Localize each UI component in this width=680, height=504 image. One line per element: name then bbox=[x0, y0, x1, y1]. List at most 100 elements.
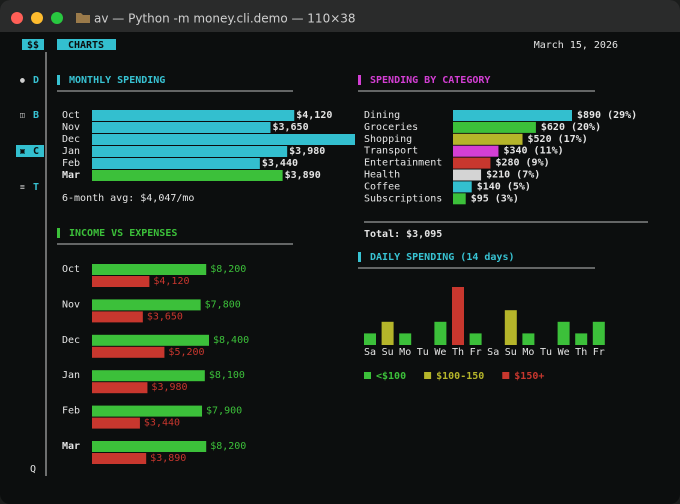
bar bbox=[453, 157, 491, 169]
section-title: MONTHLY SPENDING bbox=[69, 75, 165, 86]
nav-item[interactable]: T bbox=[33, 182, 39, 193]
day-label: Fr bbox=[470, 347, 482, 358]
month-label: Feb bbox=[62, 406, 80, 417]
value-label: $3,440 bbox=[262, 158, 298, 169]
folder-icon bbox=[76, 13, 90, 23]
bar bbox=[92, 334, 209, 346]
quit-key[interactable]: Q bbox=[30, 464, 36, 475]
month-label: Jan bbox=[62, 146, 80, 157]
day-label: We bbox=[558, 347, 570, 358]
bar bbox=[452, 287, 464, 345]
section-marker bbox=[57, 228, 60, 238]
close-button[interactable] bbox=[11, 12, 23, 24]
category-label: Dining bbox=[364, 110, 400, 121]
value-label: $520 (17%) bbox=[528, 134, 588, 145]
legend-swatch bbox=[502, 372, 510, 379]
value-label: $4,120 bbox=[296, 110, 332, 121]
tab-bg[interactable] bbox=[57, 39, 116, 50]
bar bbox=[92, 382, 148, 394]
value-label: $3,890 bbox=[150, 453, 186, 464]
nav-item[interactable]: D bbox=[33, 75, 39, 86]
value-label: $3,650 bbox=[272, 122, 308, 133]
bar bbox=[453, 121, 536, 133]
badge: $$ bbox=[27, 40, 39, 51]
bar bbox=[364, 333, 376, 345]
day-label: Mo bbox=[399, 347, 411, 358]
date: March 15, 2026 bbox=[534, 40, 618, 51]
legend-swatch bbox=[424, 372, 432, 379]
nav-icon: ≡ bbox=[20, 183, 25, 192]
value-label: $340 (11%) bbox=[503, 146, 563, 157]
legend-label: <$100 bbox=[376, 371, 406, 382]
bar bbox=[575, 333, 588, 345]
day-label: Th bbox=[575, 347, 587, 358]
bar bbox=[92, 264, 207, 275]
month-label: Feb bbox=[62, 158, 80, 169]
value-label-bg bbox=[282, 169, 323, 181]
month-label: Nov bbox=[62, 122, 80, 133]
day-label: Sa bbox=[487, 347, 499, 358]
value-label-bg bbox=[287, 145, 328, 157]
section-title: INCOME VS EXPENSES bbox=[69, 228, 177, 239]
value-label: $8,200 bbox=[210, 264, 246, 275]
bar bbox=[92, 453, 147, 464]
bar bbox=[92, 158, 266, 169]
total: Total: $3,095 bbox=[364, 229, 442, 240]
day-label: Su bbox=[382, 347, 394, 358]
bar bbox=[504, 310, 517, 345]
value-label: $3,650 bbox=[147, 311, 183, 322]
tab[interactable]: CHARTS bbox=[68, 40, 104, 51]
value-label: $3,440 bbox=[144, 418, 180, 429]
bar bbox=[399, 333, 412, 345]
value-label: $5,200 bbox=[168, 347, 204, 358]
value-label: $620 (20%) bbox=[541, 122, 601, 133]
value-label: $140 (5%) bbox=[477, 181, 531, 192]
day-label: Tu bbox=[417, 347, 429, 358]
value-label: $280 (9%) bbox=[495, 158, 549, 169]
month-label: Nov bbox=[62, 299, 80, 310]
category-label: Groceries bbox=[364, 122, 418, 133]
day-label: We bbox=[434, 347, 446, 358]
bar bbox=[381, 321, 394, 345]
average-note: 6-month avg: $4,047/mo bbox=[62, 193, 194, 204]
bar bbox=[92, 110, 301, 121]
bar bbox=[92, 405, 203, 417]
bar bbox=[92, 276, 150, 287]
bar bbox=[92, 346, 165, 358]
value-label: $3,980 bbox=[289, 146, 325, 157]
value-label: $890 (29%) bbox=[577, 110, 637, 121]
value-label: $8,100 bbox=[209, 370, 245, 381]
minimize-button[interactable] bbox=[31, 12, 43, 24]
bar bbox=[92, 122, 277, 133]
month-label: Oct bbox=[62, 264, 80, 275]
month-label: Oct bbox=[62, 110, 80, 121]
value-label: $4,120 bbox=[153, 276, 189, 287]
section-marker bbox=[358, 75, 361, 85]
category-label: Subscriptions bbox=[364, 193, 442, 204]
legend-label: $100-150 bbox=[436, 371, 484, 382]
bar bbox=[469, 333, 482, 345]
value-label: $7,800 bbox=[205, 299, 241, 310]
nav-icon: ◫ bbox=[20, 111, 25, 120]
legend-swatch bbox=[364, 372, 371, 379]
bar bbox=[434, 321, 447, 345]
month-label: Mar bbox=[62, 441, 80, 452]
category-label: Shopping bbox=[364, 134, 412, 145]
nav-item[interactable]: C bbox=[33, 146, 39, 157]
value-label: $8,200 bbox=[210, 441, 246, 452]
day-label: Mo bbox=[522, 347, 534, 358]
badge-bg bbox=[22, 39, 44, 50]
day-label: Sa bbox=[364, 347, 376, 358]
bar bbox=[453, 169, 482, 181]
value-label-bg bbox=[270, 121, 311, 133]
month-label: Dec bbox=[62, 134, 80, 145]
zoom-button[interactable] bbox=[51, 12, 63, 24]
day-label: Tu bbox=[540, 347, 552, 358]
bar bbox=[522, 333, 535, 345]
bar bbox=[592, 321, 605, 345]
bar bbox=[453, 145, 499, 157]
section-marker bbox=[57, 75, 60, 85]
active-item-bg bbox=[16, 145, 44, 157]
bar bbox=[92, 417, 140, 429]
nav-item[interactable]: B bbox=[33, 110, 39, 121]
